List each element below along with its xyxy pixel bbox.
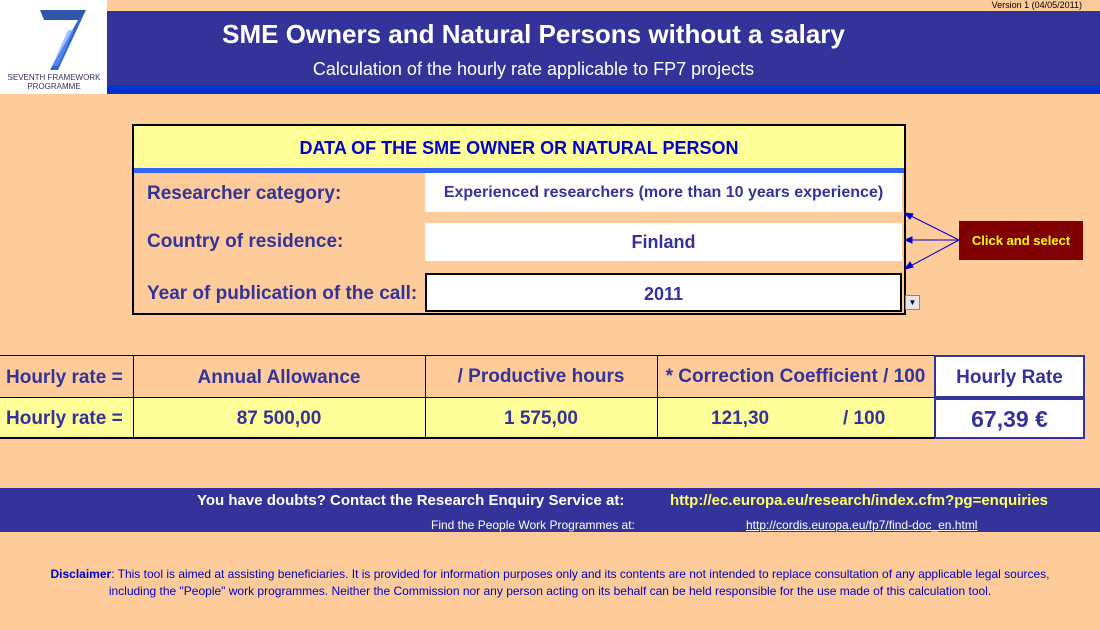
hourly-rate-header: Hourly Rate	[934, 355, 1085, 398]
fp7-logo-icon	[40, 10, 86, 70]
data-box-title: DATA OF THE SME OWNER OR NATURAL PERSON	[134, 126, 904, 168]
disclaimer-text-1: : This tool is aimed at assisting benefi…	[111, 567, 1050, 581]
dropdown-arrow-button[interactable]: ▼	[905, 295, 920, 310]
page-title: SME Owners and Natural Persons without a…	[222, 19, 845, 49]
annual-allowance-header: Annual Allowance	[133, 355, 425, 398]
divider	[657, 355, 658, 439]
disclaimer-label: Disclaimer	[50, 567, 112, 581]
header-stripe	[107, 86, 1100, 94]
correction-coefficient-header: * Correction Coefficient / 100	[657, 355, 934, 398]
divider	[133, 355, 134, 439]
logo-text: SEVENTH FRAMEWORK PROGRAMME	[4, 73, 104, 91]
researcher-category-label: Researcher category:	[147, 183, 342, 204]
divide-by-100: / 100	[843, 408, 886, 429]
page-subtitle: Calculation of the hourly rate applicabl…	[312, 59, 755, 79]
rate-header-label: Hourly rate =	[0, 355, 133, 398]
productive-hours-value: 1 575,00	[425, 398, 657, 439]
productive-hours-header: / Productive hours	[425, 355, 657, 398]
enquiry-question: You have doubts? Contact the Research En…	[197, 492, 625, 509]
divider	[425, 355, 426, 439]
logo-text-line1: SEVENTH FRAMEWORK	[7, 73, 101, 82]
work-programmes-label: Find the People Work Programmes at:	[431, 518, 635, 532]
fp7-logo	[0, 0, 107, 94]
rate-row-label: Hourly rate =	[0, 398, 133, 439]
data-box: DATA OF THE SME OWNER OR NATURAL PERSON …	[132, 124, 906, 315]
pointer-arrows	[903, 212, 960, 270]
chevron-down-icon: ▼	[908, 298, 917, 307]
footer-band	[0, 488, 1100, 532]
rate-table: Hourly rate = Annual Allowance / Product…	[0, 355, 1100, 440]
year-select[interactable]: 2011	[425, 273, 902, 312]
work-programmes-link[interactable]: http://cordis.europa.eu/fp7/find-doc_en.…	[746, 518, 978, 532]
correction-coefficient-value: 121,30	[657, 398, 934, 439]
logo-text-line2: PROGRAMME	[27, 82, 81, 91]
disclaimer-text-2: including the "People" work programmes. …	[108, 584, 992, 598]
disclaimer: Disclaimer: This tool is aimed at assist…	[0, 566, 1100, 600]
version-label: Version 1 (04/05/2011)	[991, 0, 1082, 10]
year-label: Year of publication of the call:	[147, 283, 418, 304]
hourly-rate-result: 67,39 €	[934, 398, 1085, 439]
country-label: Country of residence:	[147, 231, 344, 252]
click-and-select-note: Click and select	[959, 221, 1083, 260]
data-box-stripe	[134, 168, 904, 173]
country-select[interactable]: Finland	[425, 223, 902, 261]
header-band	[107, 11, 1100, 86]
enquiry-link[interactable]: http://ec.europa.eu/research/index.cfm?p…	[670, 492, 1049, 509]
researcher-category-select[interactable]: Experienced researchers (more than 10 ye…	[425, 173, 902, 212]
annual-allowance-value: 87 500,00	[133, 398, 425, 439]
